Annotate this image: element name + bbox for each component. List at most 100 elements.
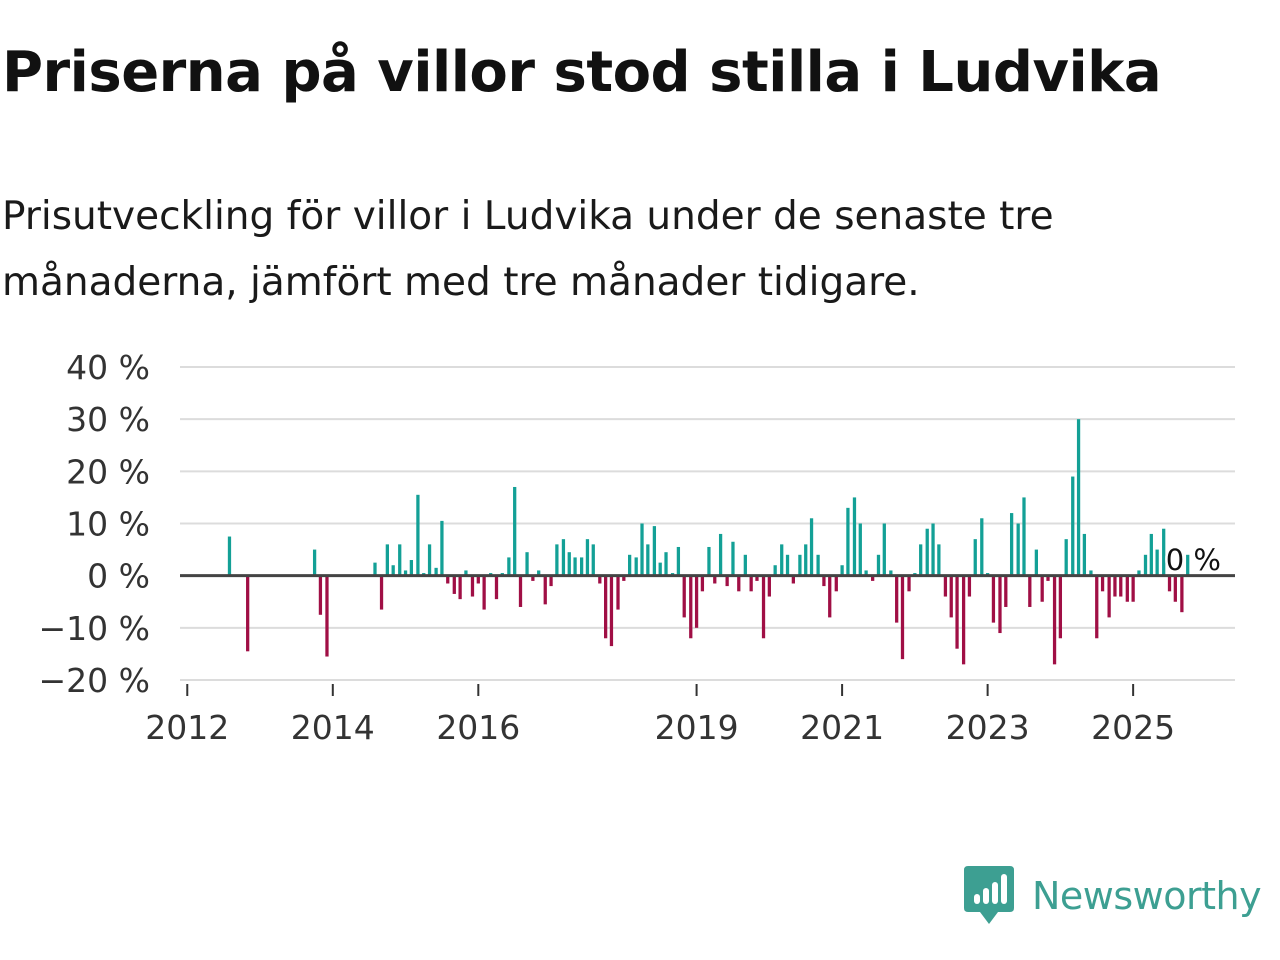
bar xyxy=(446,575,450,584)
grid-lines xyxy=(180,366,1235,681)
bar xyxy=(1034,549,1038,576)
x-tick-label: 2025 xyxy=(1091,708,1175,747)
bar xyxy=(955,575,959,649)
bar xyxy=(1173,575,1177,602)
bar xyxy=(1064,539,1068,576)
bar xyxy=(889,570,893,576)
bar xyxy=(1186,554,1190,576)
bar xyxy=(440,520,444,576)
bar xyxy=(882,523,886,576)
bar xyxy=(591,544,595,576)
bar xyxy=(907,575,911,592)
bar xyxy=(585,539,590,576)
x-tick-label: 2019 xyxy=(655,708,739,747)
bar xyxy=(391,565,395,576)
bar xyxy=(755,575,759,581)
bar xyxy=(664,552,668,576)
bar xyxy=(537,570,541,576)
y-tick-label: 0 % xyxy=(87,557,150,596)
bar xyxy=(1143,554,1148,576)
bar xyxy=(616,575,620,610)
bar xyxy=(409,560,414,576)
bar xyxy=(543,575,547,605)
bar-chart: 40 % 30 % 20 % 10 % 0 % −10 % −20 % 2012 2014 201… xyxy=(39,348,1235,747)
bar xyxy=(628,554,632,576)
bar xyxy=(1040,575,1044,602)
bar xyxy=(482,575,486,610)
bar xyxy=(518,575,523,607)
bar xyxy=(871,575,875,581)
bar xyxy=(991,575,996,623)
bar xyxy=(427,544,432,576)
bar xyxy=(700,575,705,592)
bar xyxy=(434,567,438,576)
bar xyxy=(876,554,881,576)
bar xyxy=(416,494,420,576)
bar xyxy=(1046,575,1050,581)
bar xyxy=(1052,575,1057,665)
bar xyxy=(816,554,820,576)
bar xyxy=(1100,575,1105,592)
bar xyxy=(798,554,802,576)
x-tick-label: 2012 xyxy=(145,708,229,747)
bar xyxy=(573,557,577,576)
bar xyxy=(682,575,686,618)
bar xyxy=(1167,575,1172,592)
bar xyxy=(1076,419,1081,576)
bar xyxy=(318,575,323,615)
bar xyxy=(525,552,529,576)
bar xyxy=(640,523,644,576)
bar xyxy=(809,518,814,576)
bar xyxy=(385,544,389,576)
y-tick-label: 40 % xyxy=(66,348,150,387)
bar xyxy=(846,507,850,576)
bar xyxy=(852,497,857,576)
bar xyxy=(773,565,777,576)
y-tick-label: 10 % xyxy=(66,505,150,544)
bar xyxy=(973,539,977,576)
bar xyxy=(707,546,711,576)
bar xyxy=(1009,513,1014,576)
x-tick-label: 2021 xyxy=(800,708,884,747)
y-tick-label: −10 % xyxy=(39,609,151,648)
bar xyxy=(555,544,559,576)
bar xyxy=(919,544,923,576)
bar xyxy=(1149,533,1153,576)
bar xyxy=(737,575,741,592)
bar xyxy=(513,486,517,576)
bar xyxy=(895,575,899,623)
bar xyxy=(767,575,771,597)
bar xyxy=(1022,497,1026,576)
bar xyxy=(749,575,753,592)
bar xyxy=(834,575,838,592)
bar xyxy=(1113,575,1117,597)
bar xyxy=(403,570,408,576)
axes: 40 % 30 % 20 % 10 % 0 % −10 % −20 % 2012 2014 201… xyxy=(39,348,1235,747)
bar xyxy=(561,539,566,576)
bar xyxy=(1089,570,1093,576)
bar xyxy=(1082,533,1087,576)
bar xyxy=(507,557,511,576)
y-tick-label: −20 % xyxy=(39,661,151,700)
bar xyxy=(598,575,602,584)
bar xyxy=(931,523,935,576)
bar xyxy=(840,565,844,576)
x-tick-label: 2014 xyxy=(291,708,375,747)
bar xyxy=(718,533,723,576)
bar xyxy=(312,549,317,576)
bar xyxy=(476,575,480,584)
bar xyxy=(676,546,681,576)
bar xyxy=(1131,575,1135,602)
bar xyxy=(458,575,462,600)
bar xyxy=(531,575,535,581)
bar xyxy=(373,562,377,576)
bar xyxy=(937,544,941,576)
brand-logo: Newsworthy xyxy=(964,866,1262,926)
bar xyxy=(961,575,966,665)
bar xyxy=(864,570,868,576)
bar xyxy=(646,544,650,576)
bar xyxy=(1119,575,1123,597)
y-tick-label: 30 % xyxy=(66,400,150,439)
bar xyxy=(858,523,862,576)
bar xyxy=(731,541,735,576)
